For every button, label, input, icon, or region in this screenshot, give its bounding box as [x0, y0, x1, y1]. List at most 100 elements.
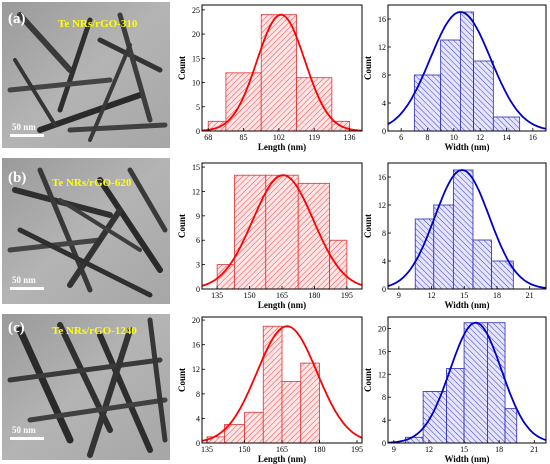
panel-letter-a: (a): [8, 11, 26, 27]
x-tick-label: 165: [276, 445, 288, 454]
histogram-bar: [440, 39, 461, 132]
gaussian-fit-line: [387, 169, 547, 289]
y-tick-label: 0: [196, 285, 200, 294]
y-tick-label: 12: [192, 187, 200, 196]
x-tick-label: 10: [450, 133, 458, 142]
y-tick-label: 20: [378, 324, 386, 333]
tem-image-b: (b) Te NRs/rGO-620 50 nm: [2, 158, 170, 304]
y-tick-label: 15: [192, 54, 200, 63]
histogram-bar: [300, 362, 320, 444]
gaussian-fit-line: [387, 11, 547, 130]
x-tick-label: 21: [530, 445, 538, 454]
row-c: (c) Te NRs/rGO-1240 50 nm 135 150 165 180 19…: [2, 314, 547, 464]
tem-image-a: (a) Te NRs/rGO-310 50 nm: [2, 2, 170, 148]
histogram-bar: [504, 408, 518, 444]
histogram-bar: [446, 368, 465, 444]
x-tick-label: 12: [476, 133, 484, 142]
histogram-bar: [262, 325, 283, 444]
y-tick-label: 10: [192, 79, 200, 88]
length-histogram-b: 135 150 165 180 195 0 3 6 9 12 15 Length (nm) Count: [177, 162, 363, 310]
x-tick-label: 180: [314, 445, 326, 454]
scale-bar-c: 50 nm: [12, 425, 36, 435]
nanorods-a: [7, 12, 168, 142]
y-tick-label: 4: [382, 99, 386, 108]
y-tick-label: 20: [192, 30, 200, 39]
y-tick-label: 0: [196, 439, 200, 448]
y-tick-label: 12: [378, 370, 386, 379]
histogram-bar: [472, 239, 492, 290]
scale-bar-a: 50 nm: [12, 122, 36, 132]
sample-label-b: Te NRs/rGO-620: [52, 177, 132, 189]
y-tick-label: 9: [196, 212, 200, 221]
histogram-bar: [452, 169, 474, 290]
histogram-bar: [463, 322, 488, 444]
y-tick-label: 4: [196, 414, 200, 423]
x-tick-label: 180: [308, 291, 320, 300]
x-tick-label: 18: [495, 445, 503, 454]
y-tick-label: 4: [382, 416, 386, 425]
histogram-bar: [234, 174, 267, 290]
histogram-bar: [473, 60, 494, 132]
y-tick-label: 0: [382, 439, 386, 448]
sample-label-c: Te NRs/rGO-1240: [52, 325, 137, 337]
y-tick-label: 16: [378, 15, 386, 24]
y-tick-label: 12: [378, 201, 386, 210]
y-tick-label: 8: [196, 390, 200, 399]
histogram-bar: [297, 182, 330, 290]
x-tick-label: 135: [211, 291, 223, 300]
y-tick-label: 0: [196, 127, 200, 136]
x-tick-label: 68: [204, 133, 212, 142]
row-a: (a) Te NRs/rGO-310 50 nm 68 85 102 119 13605…: [2, 2, 547, 152]
y-axis-label: Count: [363, 214, 373, 238]
width-histogram-b: 9 12 15 18 21 0 4 8 12 16 Width (nm) Count: [363, 162, 547, 310]
y-tick-label: 0: [382, 127, 386, 136]
x-tick-label: 119: [308, 133, 320, 142]
y-axis-label: Count: [363, 368, 373, 392]
gaussian-fit-line: [388, 321, 547, 444]
x-tick-label: 18: [493, 291, 501, 300]
histogram-bar: [329, 239, 348, 290]
length-histogram-a: 68 85 102 119 136 0 5 10 15 20 25 Length (nm) Count: [177, 4, 363, 152]
histogram-bar: [265, 174, 299, 290]
row-b: (b) Te NRs/rGO-620 50 nm 135 150 165 180 195…: [2, 158, 547, 310]
x-tick-label: 9: [392, 445, 396, 454]
y-axis-label: Count: [363, 56, 373, 80]
nanorods-c: [7, 317, 168, 458]
x-tick-label: 195: [351, 445, 363, 454]
y-tick-label: 3: [196, 261, 200, 270]
histogram-bar: [413, 74, 442, 132]
x-axis-label: Width (nm): [444, 300, 489, 310]
y-tick-label: 16: [192, 341, 200, 350]
histogram-bar: [244, 411, 264, 444]
width-histogram-a: 6 8 10 12 14 16 0 4 8 12 16 Width (nm) Count: [363, 4, 547, 152]
histogram-bar: [296, 77, 333, 132]
tem-image-c: (c) Te NRs/rGO-1240 50 nm: [2, 314, 170, 460]
x-tick-label: 9: [397, 291, 401, 300]
y-tick-label: 8: [382, 71, 386, 80]
histogram-bar: [281, 381, 302, 444]
histogram-bar: [225, 72, 262, 132]
y-axis-label: Count: [177, 214, 187, 238]
x-tick-label: 136: [344, 133, 356, 142]
x-axis-label: Length (nm): [258, 300, 306, 310]
x-tick-label: 15: [460, 445, 468, 454]
x-axis-label: Length (nm): [258, 454, 306, 464]
y-tick-label: 8: [382, 393, 386, 402]
x-tick-label: 135: [201, 445, 213, 454]
gaussian-fit-line: [201, 174, 363, 287]
plot-frame: [387, 316, 547, 444]
histogram-bar: [460, 11, 474, 132]
y-tick-label: 25: [192, 6, 200, 15]
plot-frame: [201, 4, 363, 132]
x-axis-label: Width (nm): [444, 454, 489, 464]
y-tick-label: 6: [196, 236, 200, 245]
y-tick-label: 12: [378, 43, 386, 52]
scale-bar-b: 50 nm: [12, 275, 36, 285]
y-tick-label: 16: [378, 173, 386, 182]
width-histogram-c: 9 12 15 18 21 0 4 8 12 16 20 Width (nm) Count: [363, 316, 547, 464]
gaussian-fit-line: [201, 325, 363, 442]
histogram-bar: [414, 218, 435, 290]
x-tick-label: 195: [341, 291, 353, 300]
y-tick-label: 4: [382, 257, 386, 266]
